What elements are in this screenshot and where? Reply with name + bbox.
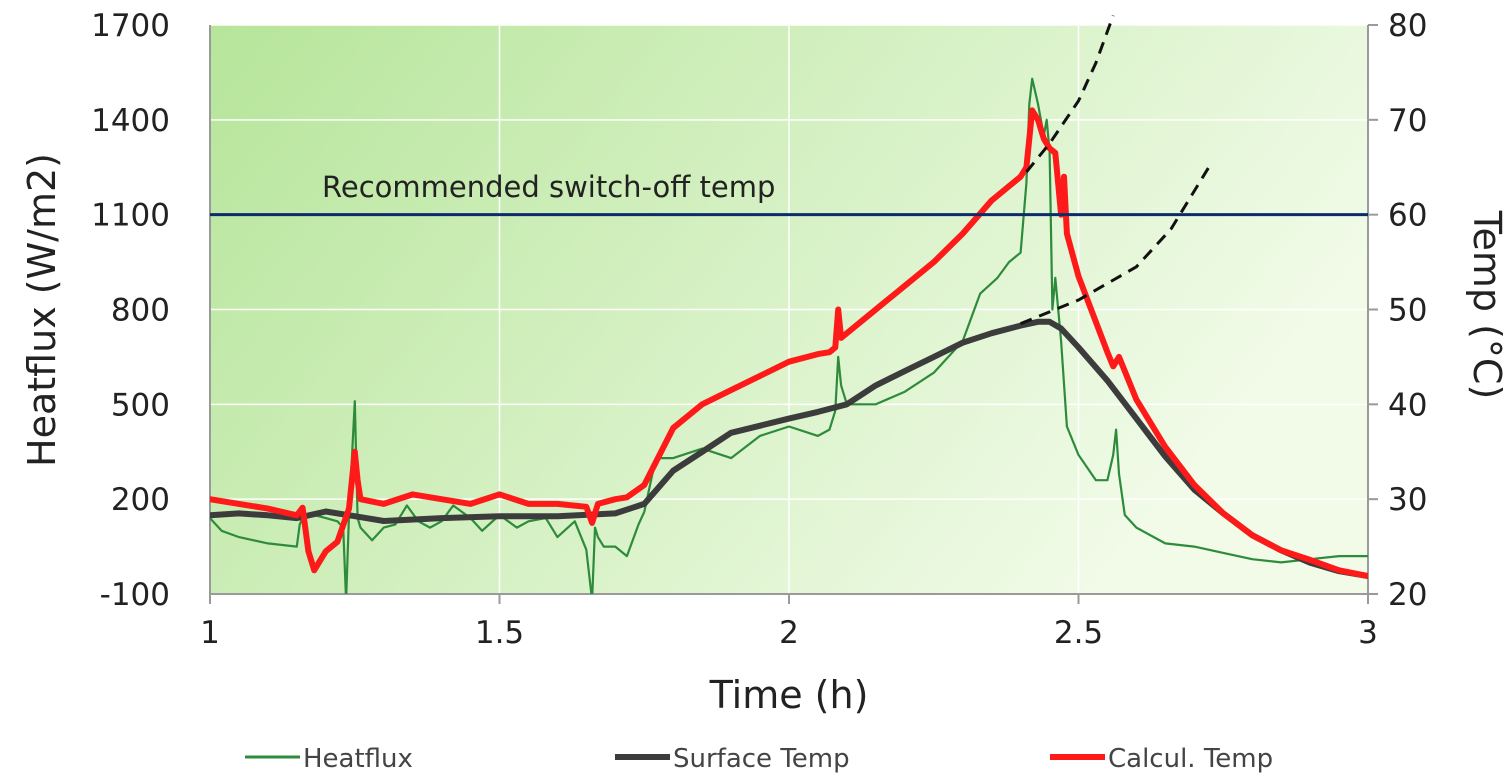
legend-label: Surface Temp	[673, 744, 850, 773]
x-tick-label: 1.5	[475, 615, 524, 651]
series-line-heatflux	[210, 77, 1368, 594]
y-tick-label-left: -100	[100, 577, 170, 613]
y-tick-label-right: 20	[1388, 577, 1427, 613]
x-tick-labels: 1 1.5 2 2.5 3	[200, 615, 1378, 651]
y-tick-label-right: 30	[1388, 482, 1427, 518]
left-tick-labels: 1700 1400 1100 800 500 200 -100	[91, 8, 170, 613]
x-tick-label: 1	[200, 615, 220, 651]
right-tick-labels: 80 70 60 50 40 30 20	[1388, 8, 1427, 613]
x-axis-title: Time (h)	[709, 673, 869, 717]
y-tick-label-left: 1100	[91, 198, 170, 234]
extrapolation-layer	[1020, 14, 1213, 326]
y-tick-label-left: 200	[111, 482, 170, 518]
series-layer	[210, 77, 1368, 594]
reference-line-label: Recommended switch-off temp	[322, 170, 775, 204]
y-tick-label-right: 60	[1388, 198, 1427, 234]
y-axis-title-left: Heatflux (W/m2)	[20, 153, 64, 467]
legend-label: Calcul. Temp	[1108, 744, 1273, 773]
x-tick-label: 3	[1358, 615, 1378, 651]
y-tick-label-right: 70	[1388, 103, 1427, 139]
y-tick-label-right: 50	[1388, 293, 1427, 329]
y-tick-label-left: 1700	[91, 8, 170, 44]
y-tick-label-right: 80	[1388, 8, 1427, 44]
extrapolation-curve	[1020, 161, 1213, 326]
x-tick-label: 2	[779, 615, 799, 651]
y-tick-label-right: 40	[1388, 387, 1427, 423]
legend: Heatflux Surface Temp Calcul. Temp	[245, 744, 1273, 774]
y-tick-label-left: 1400	[91, 103, 170, 139]
x-tick-label: 2.5	[1054, 615, 1103, 651]
series-line-calcul-temp	[210, 107, 1368, 579]
y-axis-title-right: Temp (°C)	[1465, 210, 1508, 400]
legend-label: Heatflux	[303, 744, 413, 773]
extrapolation-curve	[1025, 14, 1115, 173]
series-line-surface-temp	[210, 318, 1368, 579]
y-tick-label-left: 500	[111, 387, 170, 423]
y-tick-label-left: 800	[111, 293, 170, 329]
